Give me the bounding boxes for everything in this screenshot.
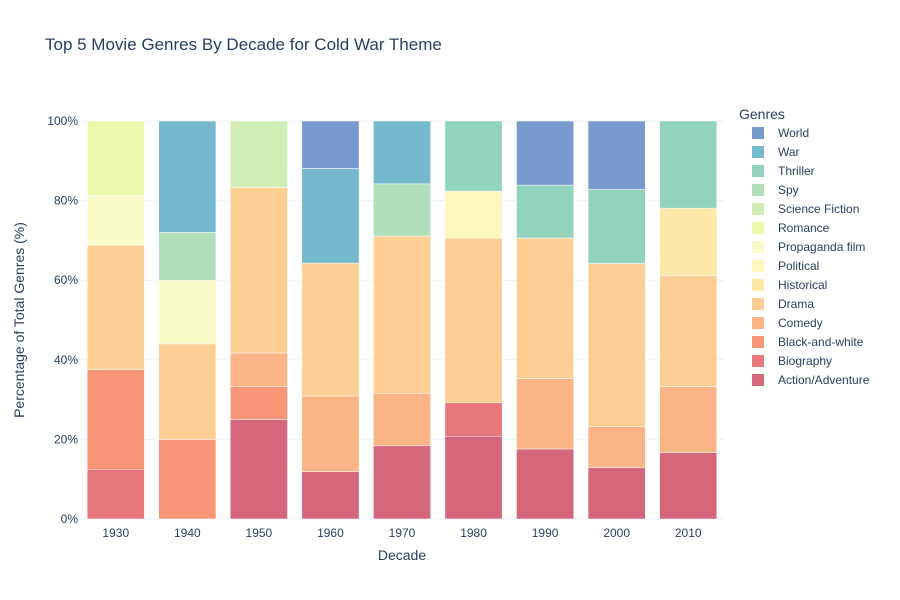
- legend-entry: Historical: [778, 278, 827, 292]
- bar-segment: [230, 352, 288, 387]
- legend-entry: Romance: [778, 221, 830, 235]
- legend-swatch: [752, 279, 764, 291]
- legend-swatch: [752, 222, 764, 234]
- legend-entry: Drama: [778, 297, 814, 311]
- legend-entry: Action/Adventure: [778, 373, 870, 387]
- bar-segment: [86, 195, 145, 246]
- bar-segment: [516, 448, 574, 520]
- legend-swatch: [752, 127, 764, 139]
- legend-title: Genres: [739, 106, 785, 122]
- legend-entry: Political: [778, 259, 819, 273]
- bar-segment: [301, 262, 360, 397]
- x-tick-label: 2000: [603, 526, 630, 540]
- bar-segment: [444, 120, 503, 192]
- legend: World War Thriller Spy Science Fiction Romanc…: [752, 126, 870, 387]
- legend-swatch: [752, 336, 764, 348]
- bar-segment: [158, 343, 217, 440]
- bar-segment: [587, 467, 646, 520]
- y-tick-label: 100%: [47, 114, 78, 128]
- bar-segment: [230, 419, 288, 520]
- legend-entry: Thriller: [778, 164, 815, 178]
- legend-entry: Science Fiction: [778, 202, 859, 216]
- x-tick-label: 1930: [102, 526, 129, 540]
- bar-segment: [659, 452, 718, 520]
- bar-segment: [373, 183, 431, 237]
- bar-segment: [516, 120, 574, 186]
- bar-segment: [158, 279, 217, 345]
- x-tick-label: 1970: [389, 526, 416, 540]
- legend-entry: War: [778, 145, 800, 159]
- x-tick-label: 1990: [532, 526, 559, 540]
- bar-segment: [587, 263, 646, 427]
- bar-segment: [587, 189, 646, 264]
- legend-swatch: [752, 260, 764, 272]
- legend-entry: World: [778, 126, 809, 140]
- bar-segment: [86, 244, 145, 370]
- x-tick-label: 2010: [675, 526, 702, 540]
- bar-segment: [158, 120, 217, 233]
- x-axis-ticks: 1930 1940 1950 1960 1970 1980 1990 2000 2010: [102, 526, 701, 540]
- bar-segment: [373, 235, 431, 394]
- bar-segment: [444, 237, 503, 404]
- y-tick-label: 80%: [54, 194, 78, 208]
- legend-swatch: [752, 184, 764, 196]
- legend-swatch: [752, 203, 764, 215]
- bar-segment: [516, 184, 574, 239]
- y-tick-label: 40%: [54, 353, 78, 367]
- bar-segment: [301, 120, 360, 169]
- legend-entry: Biography: [778, 354, 832, 368]
- legend-swatch: [752, 146, 764, 158]
- legend-swatch: [752, 241, 764, 253]
- bar-segment: [444, 435, 503, 520]
- legend-swatch: [752, 317, 764, 329]
- bar-segment: [444, 190, 503, 239]
- legend-entry: Black-and-white: [778, 335, 864, 349]
- bar-segment: [301, 395, 360, 472]
- y-axis-ticks: 0% 20% 40% 60% 80% 100%: [47, 114, 78, 526]
- x-tick-label: 1950: [246, 526, 273, 540]
- bar-segment: [659, 386, 718, 453]
- bar-segment: [659, 120, 718, 209]
- bar-segment: [587, 426, 646, 468]
- y-tick-label: 60%: [54, 273, 78, 287]
- bar-segment: [301, 168, 360, 264]
- bar-segment: [230, 386, 288, 420]
- legend-swatch: [752, 374, 764, 386]
- bar-segment: [659, 275, 718, 387]
- legend-entry: Spy: [778, 183, 799, 197]
- bar-segment: [587, 120, 646, 190]
- bar-segment: [373, 445, 431, 520]
- bar-segment: [516, 237, 574, 379]
- x-tick-label: 1980: [460, 526, 487, 540]
- bar-segment: [158, 439, 217, 520]
- bar-segment: [86, 369, 145, 470]
- bar-segment: [158, 232, 217, 281]
- chart-title: Top 5 Movie Genres By Decade for Cold Wa…: [45, 35, 442, 54]
- bar-segment: [230, 187, 288, 354]
- bars: [86, 120, 718, 520]
- x-axis-title: Decade: [378, 547, 426, 563]
- legend-swatch: [752, 165, 764, 177]
- bar-segment: [373, 120, 431, 185]
- y-tick-label: 20%: [54, 432, 78, 446]
- y-axis-title: Percentage of Total Genres (%): [11, 222, 27, 418]
- x-tick-label: 1960: [317, 526, 344, 540]
- bar-segment: [516, 378, 574, 450]
- bar-segment: [301, 471, 360, 520]
- legend-swatch: [752, 355, 764, 367]
- bar-segment: [373, 392, 431, 447]
- bar-segment: [86, 469, 145, 520]
- bar-segment: [230, 120, 288, 188]
- legend-swatch: [752, 298, 764, 310]
- bar-segment: [444, 402, 503, 437]
- legend-entry: Comedy: [778, 316, 823, 330]
- bar-segment: [659, 207, 718, 276]
- y-tick-label: 0%: [61, 512, 79, 526]
- legend-entry: Propaganda film: [778, 240, 865, 254]
- x-tick-label: 1940: [174, 526, 201, 540]
- bar-segment: [86, 120, 145, 196]
